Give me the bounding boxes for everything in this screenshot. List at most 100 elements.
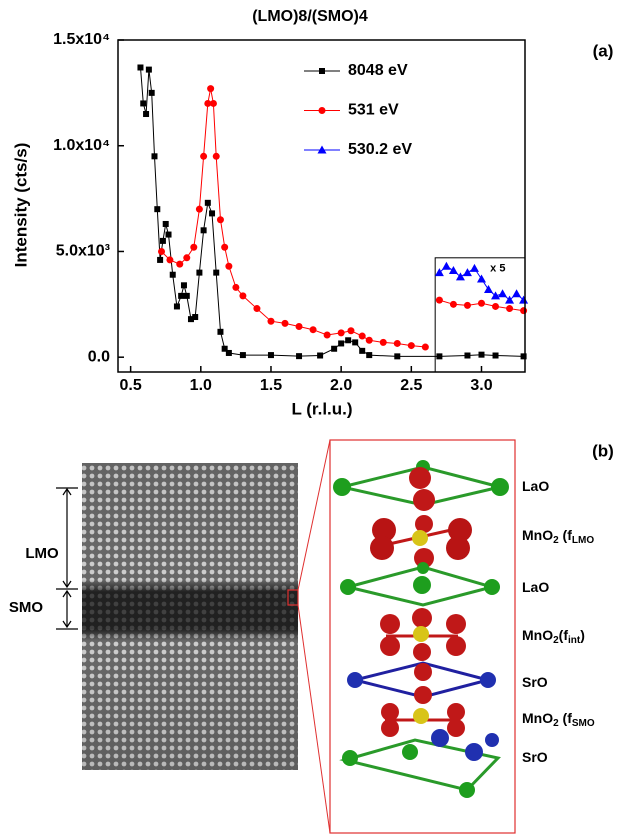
marker <box>281 319 289 327</box>
x-tick-label: 0.5 <box>120 377 142 394</box>
marker <box>239 352 246 359</box>
y-axis-label: Intensity (cts/s) <box>11 143 30 268</box>
marker <box>519 295 529 304</box>
layer-label: MnO2 (fSMO <box>522 710 595 729</box>
marker <box>498 289 508 298</box>
marker <box>478 351 485 358</box>
marker <box>232 283 240 291</box>
chart-title: (LMO)8/(SMO)4 <box>252 8 368 25</box>
inset-annotation: x 5 <box>490 263 505 275</box>
marker <box>477 299 485 307</box>
marker <box>176 260 184 268</box>
x-tick-label: 2.0 <box>330 377 352 394</box>
marker <box>154 206 161 213</box>
plot-area: x 5 0.0 5.0x10³ 1.0x10⁴ 1.5x10⁴ 0.5 1.0 1.5 2.0 2… <box>53 31 529 394</box>
marker <box>462 268 472 277</box>
marker <box>492 302 500 310</box>
legend-marker <box>318 107 326 114</box>
marker <box>212 152 220 160</box>
marker <box>159 237 166 244</box>
layer-label-part: SrO <box>522 749 548 765</box>
legend-label: 530.2 eV <box>348 141 412 158</box>
layer-label-part: ) <box>580 627 585 643</box>
legend-label: 531 eV <box>348 102 399 119</box>
marker <box>169 271 176 278</box>
layer-label: SrO <box>522 749 548 765</box>
layer-label-part: int <box>568 635 581 646</box>
marker <box>158 247 166 255</box>
marker <box>192 314 199 321</box>
marker <box>338 340 345 347</box>
marker <box>366 352 373 359</box>
marker <box>162 220 169 227</box>
marker <box>464 352 471 359</box>
marker <box>436 353 443 360</box>
marker <box>317 352 324 359</box>
marker <box>204 199 211 206</box>
marker <box>434 268 444 277</box>
layer-label-part: 2 <box>553 535 559 546</box>
marker <box>267 317 275 325</box>
marker <box>165 231 172 238</box>
marker <box>213 269 220 276</box>
marker <box>421 343 429 351</box>
marker <box>195 205 203 213</box>
layer-label-part: LaO <box>522 478 549 494</box>
layer-label-part: MnO <box>522 527 553 543</box>
lmo-label: LMO <box>25 545 59 562</box>
layer-label: LaO <box>522 478 549 494</box>
marker <box>365 336 373 344</box>
marker <box>448 265 458 274</box>
zoom-box <box>287 589 299 606</box>
marker <box>216 216 224 224</box>
layer-label-part: 2 <box>553 635 559 646</box>
marker <box>295 323 303 331</box>
layer-label-part: MnO <box>522 710 553 726</box>
x-tick-label: 2.5 <box>400 377 422 394</box>
marker <box>137 64 144 71</box>
crystal-structure <box>333 460 509 798</box>
panel-b: (b) LMO SMO <box>9 439 614 834</box>
marker <box>441 261 451 270</box>
marker <box>331 345 338 352</box>
marker <box>520 307 528 315</box>
zoom-line <box>297 604 331 834</box>
legend-label: 8048 eV <box>348 62 408 79</box>
plot-frame <box>117 39 526 373</box>
marker <box>435 296 443 304</box>
marker <box>151 153 158 160</box>
x-tick-label: 3.0 <box>470 377 492 394</box>
marker <box>469 263 479 272</box>
y-tick-label: 0.0 <box>88 348 110 365</box>
marker <box>449 300 457 308</box>
marker <box>455 272 465 281</box>
layer-label: MnO2(fint) <box>522 627 585 646</box>
marker <box>196 269 203 276</box>
marker <box>190 243 198 251</box>
layer-label-part: (f <box>559 627 569 643</box>
marker <box>407 342 415 350</box>
marker <box>143 111 150 118</box>
layer-label-part: SrO <box>522 674 548 690</box>
smo-label: SMO <box>9 599 44 616</box>
layer-label-part: LaO <box>522 579 549 595</box>
marker <box>296 353 303 360</box>
marker <box>209 210 216 217</box>
marker <box>512 289 522 298</box>
marker <box>204 99 212 107</box>
panel-label: (b) <box>592 441 614 460</box>
marker <box>267 352 274 359</box>
marker <box>358 332 366 340</box>
marker <box>520 353 527 360</box>
marker <box>180 282 187 289</box>
marker <box>157 256 164 263</box>
marker <box>345 337 352 344</box>
marker <box>221 345 228 352</box>
layer-label-part: 2 <box>553 718 559 729</box>
layer-label: LaO <box>522 579 549 595</box>
marker <box>200 152 208 160</box>
marker <box>183 292 190 299</box>
marker <box>506 305 514 313</box>
